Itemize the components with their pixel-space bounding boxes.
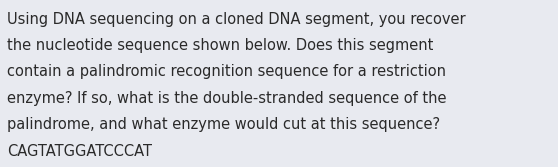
Text: the nucleotide sequence shown below. Does this segment: the nucleotide sequence shown below. Doe… <box>7 38 434 53</box>
Text: palindrome, and what enzyme would cut at this sequence?: palindrome, and what enzyme would cut at… <box>7 117 440 132</box>
Text: contain a palindromic recognition sequence for a restriction: contain a palindromic recognition sequen… <box>7 64 446 79</box>
Text: CAGTATGGATCCCAT: CAGTATGGATCCCAT <box>7 144 152 159</box>
Text: enzyme? If so, what is the double-stranded sequence of the: enzyme? If so, what is the double-strand… <box>7 91 447 106</box>
Text: Using DNA sequencing on a cloned DNA segment, you recover: Using DNA sequencing on a cloned DNA seg… <box>7 12 466 27</box>
